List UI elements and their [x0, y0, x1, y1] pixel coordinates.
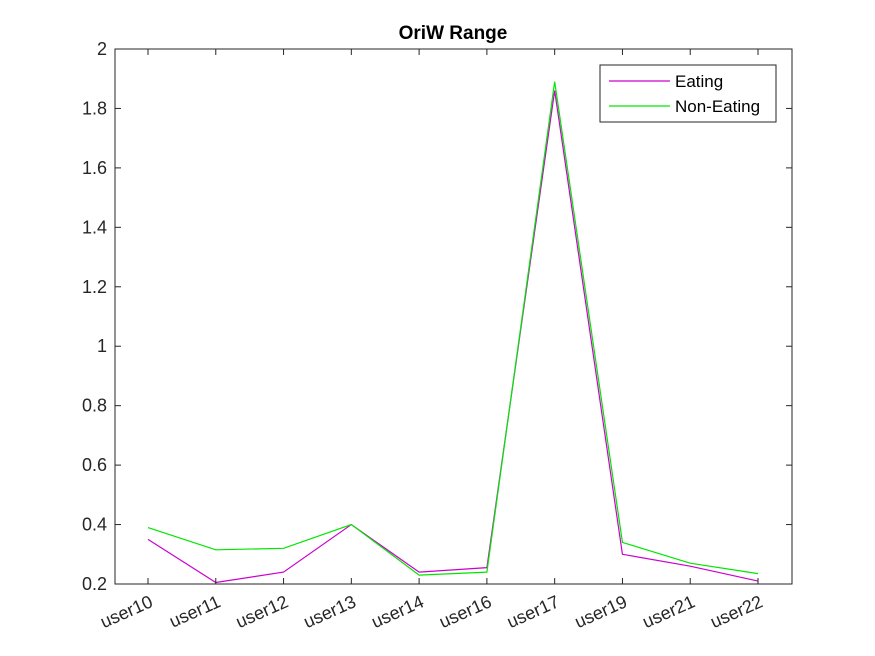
series-line-eating: [147, 90, 759, 584]
x-tick-label: user21: [639, 591, 697, 632]
chart-title: OriW Range: [399, 23, 508, 44]
y-tick-label: 1: [97, 336, 107, 356]
x-tick-label: user12: [233, 591, 291, 632]
y-tick-label: 1.4: [82, 217, 107, 237]
y-tick-label: 1.6: [82, 158, 107, 178]
plot-frame: [114, 48, 793, 585]
series-line-non-eating: [147, 81, 759, 576]
x-tick-label: user17: [504, 591, 562, 632]
y-tick-label: 0.6: [82, 455, 107, 475]
legend-label: Eating: [675, 72, 723, 91]
x-tick-label: user11: [166, 591, 223, 631]
x-tick-label: user10: [97, 591, 155, 632]
plot-background: [115, 49, 792, 584]
x-tick-label: user19: [572, 591, 630, 632]
x-tick-label: user14: [368, 591, 426, 632]
y-tick-label: 0.4: [82, 515, 107, 535]
y-tick-label: 1.8: [82, 98, 107, 118]
y-tick-label: 0.8: [82, 396, 107, 416]
legend-label: Non-Eating: [675, 97, 760, 116]
x-tick-label: user22: [707, 591, 765, 632]
y-tick-label: 2: [97, 39, 107, 59]
legend: Eating Non-Eating: [599, 64, 777, 123]
y-tick-label: 1.2: [82, 277, 107, 297]
x-tick-label: user13: [301, 591, 359, 632]
x-tick-label: user16: [436, 591, 494, 632]
series-layer: [147, 81, 759, 584]
y-tick-label: 0.2: [82, 574, 107, 594]
legend-box: [599, 64, 777, 123]
